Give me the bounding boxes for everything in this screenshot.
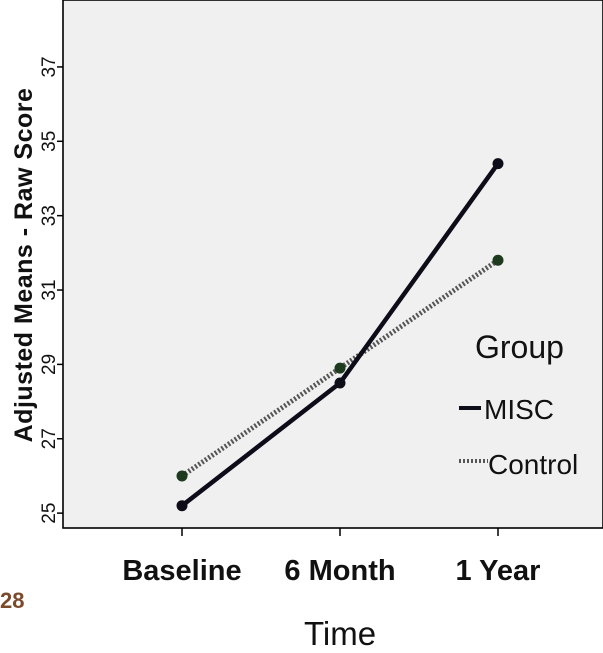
point-misc	[334, 377, 346, 389]
x-axis-title: Time	[304, 615, 376, 652]
point-misc	[176, 500, 188, 512]
y-tick-label: 37	[39, 56, 60, 77]
slide-number: 28	[0, 588, 24, 613]
legend-label-misc: MISC	[484, 394, 554, 425]
legend: Group MISC Control	[459, 329, 578, 480]
legend-title: Group	[475, 329, 564, 365]
legend-label-control: Control	[488, 449, 578, 480]
x-tick-label: Baseline	[122, 555, 241, 587]
y-tick-label: 31	[39, 279, 60, 300]
plot-area	[62, 0, 603, 529]
y-axis-title: Adjusted Means - Raw Score	[10, 88, 38, 443]
x-tick-label: 6 Month	[284, 555, 395, 587]
y-tick-label: 25	[39, 503, 60, 524]
point-control	[334, 362, 346, 374]
x-tick-label: 1 Year	[456, 555, 541, 587]
x-axis: Baseline 6 Month 1 Year	[122, 528, 540, 587]
y-tick-label: 33	[39, 205, 60, 226]
point-control	[176, 470, 188, 482]
y-tick-label: 27	[39, 428, 60, 449]
series-points	[176, 158, 504, 512]
y-axis: 25 27 29 31 33 35 37	[39, 56, 63, 524]
point-misc	[492, 158, 504, 170]
y-tick-label: 35	[39, 131, 60, 152]
y-tick-label: 29	[39, 354, 60, 375]
point-control	[492, 254, 504, 266]
